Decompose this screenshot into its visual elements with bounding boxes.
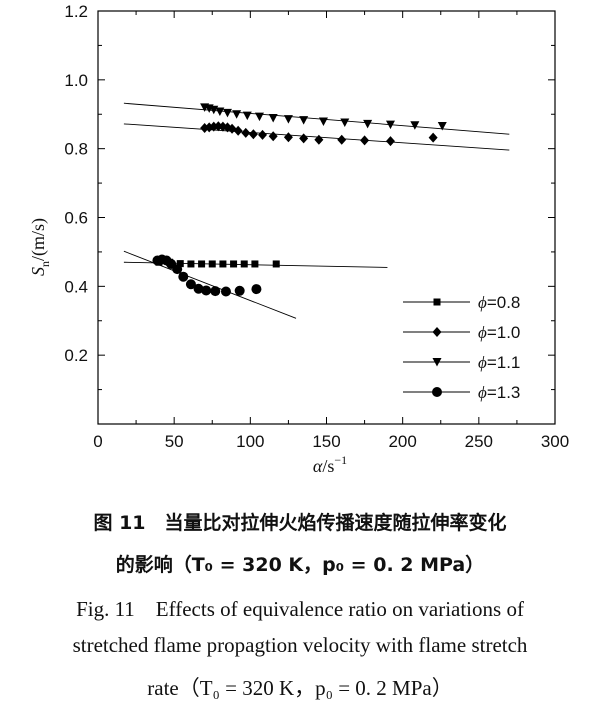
caption-cn-line2: 的影响（T₀ = 320 K，p₀ = 0. 2 MPa） — [115, 554, 485, 576]
data-point — [254, 112, 264, 122]
legend-marker — [432, 387, 442, 397]
data-point — [318, 117, 328, 126]
y-tick-label: 0.6 — [64, 209, 88, 228]
x-axis-label: α/s−1 — [313, 453, 347, 476]
x-tick-label: 0 — [93, 432, 102, 451]
caption-cn-line1: 图 11 当量比对拉伸火焰传播速度随拉伸率变化 — [93, 512, 507, 534]
data-point — [208, 260, 216, 268]
x-tick-label: 50 — [165, 432, 184, 451]
data-point — [213, 121, 223, 132]
data-point — [215, 107, 225, 116]
data-point — [314, 134, 324, 145]
data-point — [198, 260, 206, 268]
data-point — [272, 260, 280, 268]
data-point — [185, 279, 196, 290]
fit-line — [123, 123, 510, 151]
fit-lines — [123, 102, 510, 319]
data-point — [222, 122, 232, 133]
y-tick-label: 0.2 — [64, 346, 88, 365]
data-point — [176, 260, 184, 268]
data-point — [340, 118, 350, 128]
ticks: 0 50 100 150 200 250 300 0.2 0.4 0.6 0.8 1.0 1.2 — [64, 2, 569, 451]
x-tick-label: 150 — [312, 432, 340, 451]
data-point — [172, 264, 183, 275]
data-point — [268, 131, 278, 142]
x-tick-label: 300 — [541, 432, 569, 451]
data-point — [220, 286, 231, 297]
data-point — [233, 125, 243, 136]
fit-line — [123, 102, 510, 135]
x-tick-label: 100 — [236, 432, 264, 451]
y-tick-label: 1.2 — [64, 2, 88, 21]
data-point — [363, 119, 373, 129]
y-tick-label: 0.4 — [64, 277, 88, 296]
caption-en-line3: rate（T₀ = 320 K，p₀ = 0. 2 MPa） — [147, 676, 453, 700]
data-point — [201, 285, 212, 296]
caption-en-line2: stretched flame propagtion velocity with… — [72, 633, 528, 657]
fit-line — [123, 250, 297, 319]
legend: ϕ=0.8 ϕ=1.0 ϕ=1.1 ϕ=1.3 — [403, 293, 520, 402]
legend-marker — [432, 327, 442, 337]
data-point — [410, 121, 420, 130]
chart-svg: 0 50 100 150 200 250 300 0.2 0.4 0.6 0.8 1.0 1.2 ϕ=0… — [28, 2, 569, 476]
x-tick-label: 200 — [388, 432, 416, 451]
data-point — [219, 260, 227, 268]
x-tick-label: 250 — [465, 432, 493, 451]
data-point — [437, 121, 447, 131]
data-point — [283, 132, 293, 143]
data-point — [251, 260, 259, 268]
data-point — [360, 135, 370, 146]
data-point — [241, 127, 251, 138]
data-point — [242, 111, 252, 121]
legend-marker — [433, 298, 441, 306]
data-point — [210, 286, 221, 297]
legend-label: ϕ=1.0 — [478, 323, 520, 342]
data-point — [248, 129, 258, 140]
data-point — [234, 285, 245, 296]
legend-marker — [432, 358, 442, 367]
data-point — [232, 110, 242, 119]
y-axis-label: Sn/(m/s) — [28, 218, 52, 276]
data-point — [222, 108, 232, 118]
data-point — [428, 132, 438, 143]
y-tick-label: 0.8 — [64, 140, 88, 159]
data-points — [152, 103, 447, 297]
data-point — [299, 133, 309, 144]
legend-label: ϕ=0.8 — [478, 293, 520, 312]
legend-label: ϕ=1.3 — [478, 383, 520, 402]
data-point — [385, 136, 395, 147]
data-point — [283, 115, 293, 124]
data-point — [299, 116, 309, 125]
data-point — [385, 120, 395, 130]
legend-label: ϕ=1.1 — [478, 353, 520, 372]
data-point — [337, 134, 347, 145]
data-point — [268, 114, 278, 123]
data-point — [240, 260, 248, 268]
data-point — [251, 284, 262, 295]
data-point — [230, 260, 238, 268]
y-tick-label: 1.0 — [64, 71, 88, 90]
data-point — [258, 129, 268, 140]
data-point — [178, 271, 189, 282]
data-point — [187, 260, 195, 268]
caption-en-line1: Fig. 11 Effects of equivalence ratio on … — [76, 597, 524, 621]
data-point — [193, 283, 204, 294]
